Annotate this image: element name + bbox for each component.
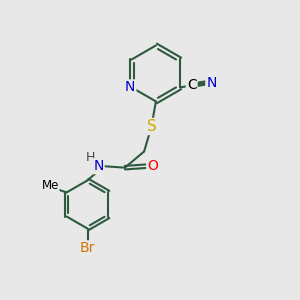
- Text: H: H: [86, 152, 95, 164]
- Text: N: N: [93, 159, 104, 173]
- Text: N: N: [125, 80, 135, 94]
- Text: C: C: [187, 78, 196, 92]
- Text: S: S: [147, 119, 156, 134]
- Text: Me: Me: [41, 179, 59, 192]
- Text: Br: Br: [80, 241, 95, 255]
- Text: N: N: [206, 76, 217, 90]
- Text: O: O: [147, 159, 158, 173]
